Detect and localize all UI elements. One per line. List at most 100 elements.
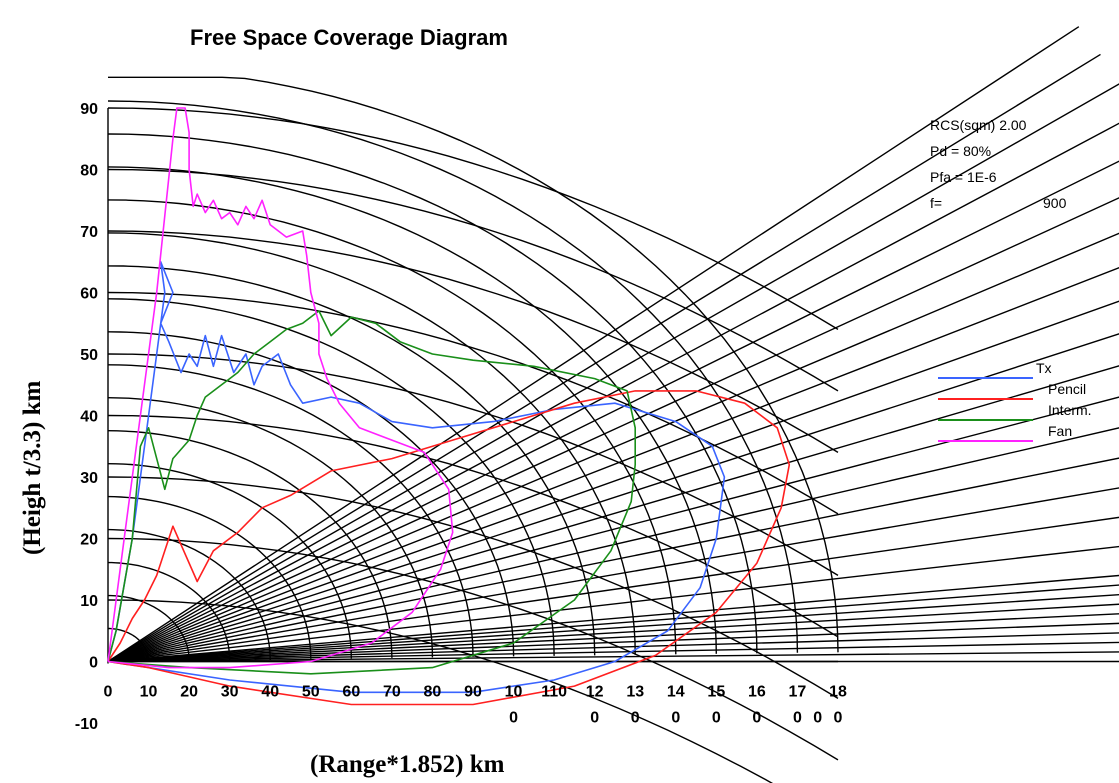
x-tick-label: 50 <box>302 684 320 701</box>
range-arc <box>108 627 150 662</box>
height-line <box>107 168 839 392</box>
elevation-line <box>107 632 1119 663</box>
elevation-line <box>107 197 1119 663</box>
x-tick-label: 18 <box>829 684 847 701</box>
range-arc <box>107 100 799 653</box>
elevation-line <box>107 593 1119 663</box>
y-tick-label: -10 <box>75 716 98 733</box>
param-pfa: Pfa = 1E-6 <box>930 169 997 185</box>
elevation-line <box>107 641 1119 663</box>
y-tick-labels: 90 80 70 60 50 40 30 20 10 0 -10 <box>75 101 98 733</box>
range-arc <box>107 298 555 656</box>
y-tick-label: 10 <box>80 593 98 610</box>
legend-label: Pencil <box>1048 381 1086 397</box>
chart-title: Free Space Coverage Diagram <box>190 25 508 50</box>
param-f-value: 900 <box>1043 195 1067 211</box>
series-fan-line <box>107 107 454 669</box>
x-tick-label: 30 <box>221 684 239 701</box>
series-pencil-line <box>107 390 791 706</box>
elevation-line <box>107 333 1119 663</box>
height-line <box>107 414 839 638</box>
x-tick-label: 10 <box>505 684 523 701</box>
param-pd: Pd = 80% <box>930 143 991 159</box>
range-arc <box>107 265 596 656</box>
x-tick-label: 80 <box>424 684 442 701</box>
legend-label: Interm. <box>1048 402 1092 418</box>
x-tick-label: 13 <box>626 684 644 701</box>
elevation-line <box>107 516 1119 663</box>
range-arc <box>108 76 839 653</box>
elevation-line <box>107 584 1119 663</box>
height-line <box>107 230 839 454</box>
y-axis-label: (Heigh t/3.3) km <box>19 381 46 555</box>
range-arc <box>107 397 434 658</box>
x-tick-label: 10 <box>140 684 158 701</box>
range-arc <box>107 232 636 655</box>
height-line <box>107 537 839 761</box>
elevation-line <box>107 427 1119 663</box>
range-arc <box>107 528 271 660</box>
x-tick-label: 20 <box>180 684 198 701</box>
range-arc <box>107 364 474 657</box>
param-rcs: RCS(sqm) 2.00 <box>930 117 1027 133</box>
x-tick-label: 16 <box>748 684 766 701</box>
elevation-line <box>107 26 1080 663</box>
x-tick-label: 14 <box>667 684 685 701</box>
y-tick-label: 30 <box>80 470 98 487</box>
elevation-line <box>107 613 1119 663</box>
y-tick-label: 50 <box>80 347 98 364</box>
y-tick-label: 80 <box>80 163 98 180</box>
radar-parameters: RCS(sqm) 2.00 Pd = 80% Pfa = 1E-6 f= 900 <box>930 117 1067 211</box>
legend-label: Tx <box>1036 360 1052 376</box>
x-tick-label: 90 <box>464 684 482 701</box>
param-f-label: f= <box>930 195 942 211</box>
x-tick-label-secondary: 0 <box>509 710 518 727</box>
x-tick-label-secondary: 0 <box>793 710 802 727</box>
height-line <box>107 476 839 700</box>
range-arc <box>107 331 515 657</box>
range-arc <box>108 561 231 661</box>
x-tick-label-secondary: 0 <box>813 710 822 727</box>
y-tick-label: 90 <box>80 101 98 118</box>
elevation-line <box>107 603 1119 663</box>
height-line <box>107 107 839 331</box>
y-tick-label: 20 <box>80 532 98 549</box>
range-arc <box>107 463 352 659</box>
elevation-line <box>107 574 1119 663</box>
x-tick-label: 70 <box>383 684 401 701</box>
x-tick-label: 60 <box>342 684 360 701</box>
x-axis-label: (Range*1.852) km <box>310 751 505 778</box>
x-tick-label-secondary: 0 <box>590 710 599 727</box>
elevation-line <box>107 651 1119 663</box>
range-arc <box>107 495 312 659</box>
x-tick-label: 15 <box>707 684 725 701</box>
y-tick-label: 70 <box>80 224 98 241</box>
series-tx-line <box>107 261 726 694</box>
elevation-line <box>107 457 1119 663</box>
elevation-line <box>107 160 1119 663</box>
range-arc <box>108 594 190 661</box>
series-lines <box>107 107 791 706</box>
x-tick-labels: 0 10 20 30 40 50 60 70 80 90 10 110 12 13 14 15 16 17 180 0… <box>104 684 847 727</box>
x-tick-label-secondary: 0 <box>712 710 721 727</box>
x-tick-label-secondary: 0 <box>752 710 761 727</box>
elevation-line <box>107 53 1101 663</box>
elevation-line <box>107 365 1119 663</box>
x-tick-label-secondary: 0 <box>834 710 843 727</box>
x-tick-label: 110 <box>541 684 567 701</box>
x-tick-label: 12 <box>586 684 604 701</box>
y-tick-label: 40 <box>80 409 98 426</box>
x-tick-label: 17 <box>789 684 807 701</box>
x-tick-label: 40 <box>261 684 279 701</box>
elevation-line <box>107 622 1119 663</box>
height-line <box>107 291 839 515</box>
x-tick-label-secondary: 0 <box>671 710 680 727</box>
series-interm-line <box>107 310 636 675</box>
y-tick-label: 60 <box>80 286 98 303</box>
grid-lines <box>107 26 1119 783</box>
range-arc <box>107 133 758 654</box>
elevation-line <box>107 83 1119 663</box>
legend: Tx Pencil Interm. Fan <box>938 360 1092 442</box>
legend-label: Fan <box>1048 423 1072 439</box>
